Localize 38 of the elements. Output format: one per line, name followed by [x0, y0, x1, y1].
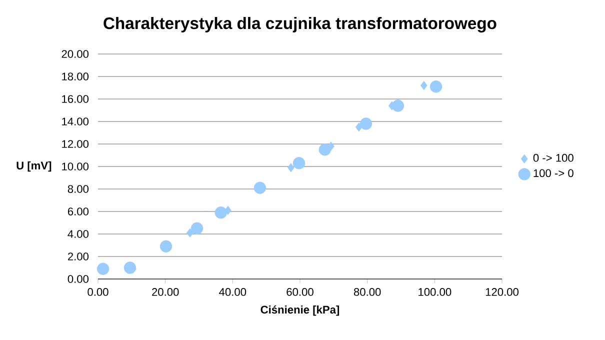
y-tick-label: 12.00	[62, 140, 89, 148]
y-tick-label: 2.00	[68, 252, 89, 260]
y-tick-label: 14.00	[62, 118, 89, 126]
y-axis-title: U [mV]	[16, 161, 52, 172]
point	[288, 163, 294, 172]
x-tick-label: 120.00	[486, 288, 518, 296]
y-tick-label: 6.00	[68, 208, 89, 216]
point	[356, 122, 362, 132]
x-tick-label: 60.00	[286, 288, 314, 296]
point	[224, 206, 232, 215]
point	[214, 206, 227, 219]
point	[254, 182, 266, 194]
y-tick-label: 0.00	[68, 275, 89, 283]
y-tick-label: 16.00	[62, 95, 89, 103]
y-tick-label: 10.00	[62, 162, 89, 170]
y-tick-label: 8.00	[68, 185, 89, 193]
point	[328, 142, 334, 151]
x-tick-label: 20.00	[152, 288, 179, 296]
point	[318, 144, 332, 156]
x-tick-label: 0.00	[88, 288, 108, 296]
point	[160, 240, 172, 252]
point	[292, 157, 306, 170]
x-tick-label: 40.00	[219, 288, 246, 296]
x-tick-label: 80.00	[354, 288, 381, 296]
point	[186, 228, 194, 238]
y-tick-label: 20.00	[62, 50, 89, 58]
chart-title: Charakterystyka dla czujnika transformatorowego	[104, 16, 496, 32]
point	[96, 262, 110, 275]
legend-label: 0 -> 100	[533, 154, 574, 162]
x-axis-title: Ciśnienie [kPa]	[260, 305, 340, 316]
point	[190, 222, 204, 234]
y-tick-label: 4.00	[68, 230, 89, 238]
point	[360, 118, 372, 130]
point	[430, 80, 442, 93]
point	[420, 81, 428, 90]
legend-label: 100 -> 0	[534, 169, 574, 178]
x-tick-label: 100.00	[418, 288, 452, 296]
y-tick-label: 18.00	[62, 72, 89, 80]
